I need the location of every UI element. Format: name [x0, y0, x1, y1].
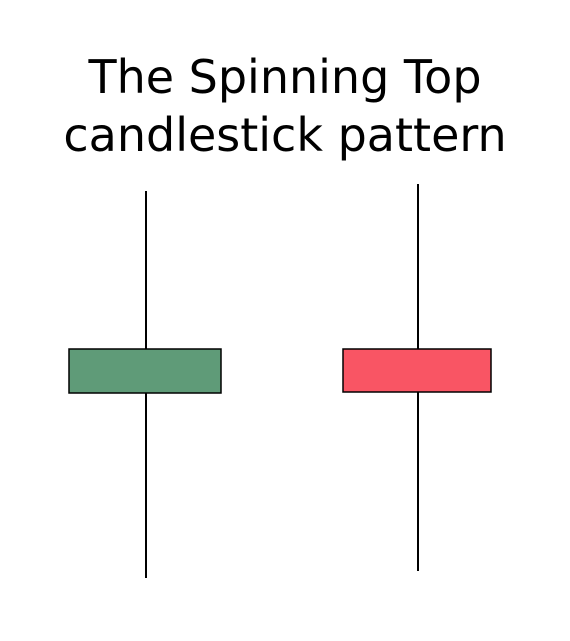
candle-red-body [342, 348, 492, 393]
title-line-2: candlestick pattern [63, 108, 507, 162]
title-line-1: The Spinning Top [88, 50, 482, 104]
candle-green-body [68, 348, 222, 394]
diagram-title: The Spinning Top candlestick pattern [0, 48, 570, 164]
candle-red [342, 184, 492, 571]
candle-green [68, 191, 222, 578]
